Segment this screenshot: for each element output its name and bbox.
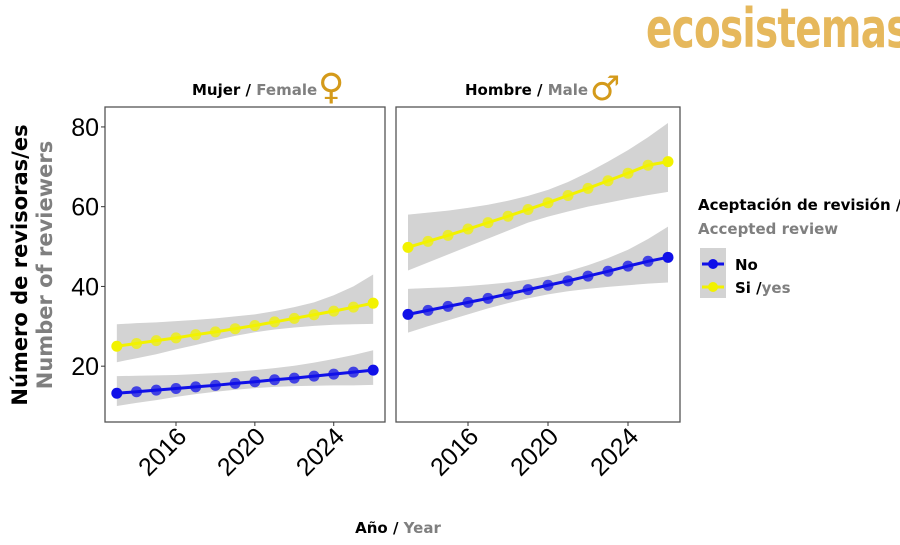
- data-point: [402, 241, 414, 253]
- x-tick-label: 2020: [212, 422, 271, 481]
- data-point: [602, 175, 614, 187]
- data-point: [347, 366, 359, 378]
- data-point: [347, 301, 359, 313]
- data-point: [662, 251, 674, 263]
- y-tick-label: 20: [71, 353, 99, 381]
- legend-title-es: Aceptación de revisión /: [698, 196, 900, 214]
- data-point: [229, 377, 241, 389]
- x-tick-label: 2024: [291, 422, 350, 481]
- data-point: [662, 156, 674, 168]
- panel-male: 2016 2020 2024: [395, 106, 681, 482]
- y-axis-title-en: Number of reviewers: [33, 141, 57, 389]
- confidence-band: [408, 122, 668, 271]
- data-point: [150, 335, 162, 347]
- y-axis-title-es: Número de revisoras/es: [8, 124, 32, 405]
- data-point: [482, 217, 494, 229]
- legend: Aceptación de revisión / Accepted review…: [698, 196, 900, 298]
- y-tick-label: 60: [71, 194, 99, 222]
- data-point: [562, 190, 574, 202]
- data-point: [502, 288, 514, 300]
- legend-label-no: No: [735, 256, 758, 274]
- x-tick-label: 2016: [133, 422, 192, 481]
- data-point: [442, 229, 454, 241]
- data-point: [462, 296, 474, 308]
- legend-title-en: Accepted review: [698, 220, 838, 238]
- ecosistemas-logo: ecosistemas: [646, 0, 900, 60]
- confidence-band: [116, 350, 374, 407]
- data-point: [308, 370, 320, 382]
- x-tick-label: 2020: [505, 422, 564, 481]
- data-point: [502, 210, 514, 222]
- legend-key-yes-point: [708, 282, 718, 292]
- data-point: [328, 305, 340, 317]
- data-point: [442, 300, 454, 312]
- data-point: [642, 255, 654, 267]
- data-point: [328, 368, 340, 380]
- data-point: [209, 379, 221, 391]
- data-point: [462, 223, 474, 235]
- legend-key-no-point: [708, 259, 718, 269]
- data-point: [642, 159, 654, 171]
- data-point: [249, 376, 261, 388]
- panel-female: 2016 2020 2024 20 40 60 80: [71, 106, 386, 482]
- data-point: [288, 372, 300, 384]
- data-point: [170, 383, 182, 395]
- data-point: [190, 381, 202, 393]
- data-point: [150, 384, 162, 396]
- data-point: [542, 197, 554, 209]
- x-tick-label: 2024: [585, 422, 644, 481]
- data-point: [367, 297, 379, 309]
- data-point: [422, 304, 434, 316]
- data-point: [482, 292, 494, 304]
- confidence-band: [408, 226, 668, 333]
- panel-title-female: Mujer / Female: [192, 81, 317, 99]
- data-point: [209, 326, 221, 338]
- panel-title-male: Hombre / Male: [465, 81, 588, 99]
- data-point: [402, 308, 414, 320]
- data-point: [131, 386, 143, 398]
- data-point: [602, 265, 614, 277]
- data-point: [582, 270, 594, 282]
- data-point: [622, 167, 634, 179]
- data-point: [288, 312, 300, 324]
- data-point: [249, 320, 261, 332]
- y-tick-label: 40: [71, 273, 99, 301]
- data-point: [622, 260, 634, 272]
- data-point: [542, 279, 554, 291]
- data-point: [170, 332, 182, 344]
- data-point: [522, 284, 534, 296]
- data-point: [111, 387, 123, 399]
- data-point: [229, 323, 241, 335]
- data-point: [308, 309, 320, 321]
- data-point: [190, 329, 202, 341]
- y-tick-label: 80: [71, 114, 99, 142]
- legend-label-yes: Si /yes: [735, 279, 791, 297]
- male-symbol-icon: ♂: [590, 69, 620, 109]
- data-point: [367, 364, 379, 376]
- data-point: [522, 203, 534, 215]
- x-axis-title: Año / Year: [355, 519, 441, 537]
- data-point: [562, 275, 574, 287]
- data-point: [582, 182, 594, 194]
- data-point: [131, 337, 143, 349]
- data-point: [269, 374, 281, 386]
- data-point: [111, 340, 123, 352]
- x-tick-label: 2016: [425, 422, 484, 481]
- female-symbol-icon: ♀: [318, 67, 344, 108]
- data-point: [422, 235, 434, 247]
- data-point: [269, 316, 281, 328]
